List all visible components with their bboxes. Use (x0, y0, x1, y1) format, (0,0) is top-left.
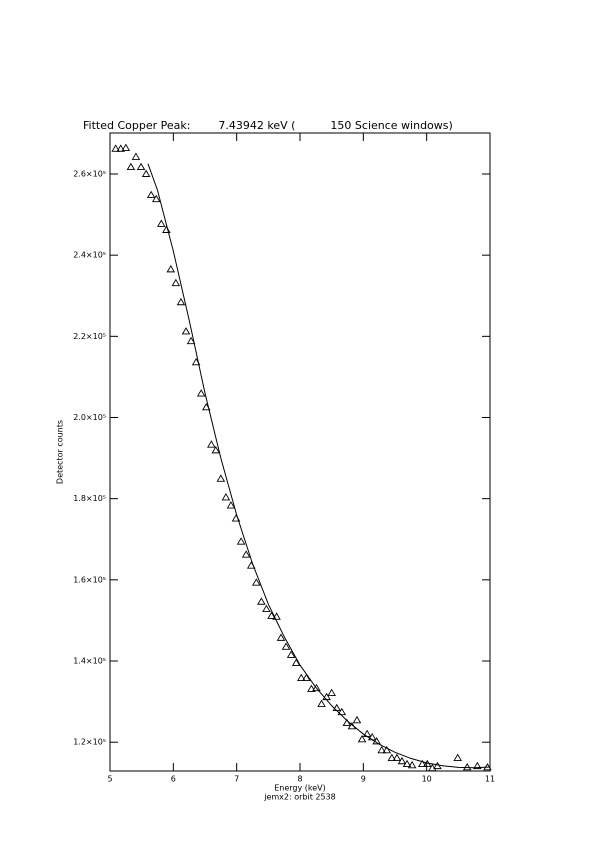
data-point (166, 264, 176, 273)
data-point (372, 736, 381, 745)
data-point (267, 611, 276, 619)
x-tick-label: 6 (171, 775, 176, 784)
data-point (186, 336, 196, 345)
data-point (157, 219, 166, 227)
y-tick-label: 1.2×10⁵ (73, 738, 106, 747)
fit-line (147, 163, 491, 769)
x-tick-label: 10 (422, 775, 432, 784)
y-tick-label: 1.8×10⁵ (73, 494, 106, 503)
data-point (317, 699, 326, 707)
data-point (111, 144, 120, 152)
data-point (352, 715, 362, 724)
data-point (296, 673, 306, 682)
data-point (402, 759, 412, 768)
data-point (286, 650, 296, 658)
data-point (382, 745, 392, 754)
data-point (226, 501, 236, 509)
data-point (362, 729, 372, 738)
data-point (281, 642, 291, 650)
data-point (171, 278, 181, 287)
data-point (116, 144, 126, 152)
data-point (236, 537, 246, 545)
data-point (126, 162, 136, 171)
y-tick-label: 2.2×10⁵ (73, 332, 106, 341)
data-point (221, 493, 231, 501)
data-point (176, 297, 186, 306)
chart-title: Fitted Copper Peak: 7.43942 keV ( 150 Sc… (83, 119, 453, 132)
data-point (407, 760, 417, 769)
x-tick-label: 5 (107, 775, 112, 784)
data-point (397, 756, 407, 765)
data-point (377, 745, 386, 754)
x-tick-label: 8 (297, 775, 302, 784)
data-point (216, 474, 226, 482)
data-point (327, 688, 336, 697)
x-tick-label: 9 (361, 775, 366, 784)
y-tick-label: 2.6×10⁵ (73, 169, 106, 178)
data-point (307, 684, 316, 692)
y-axis-label: Detector counts (56, 420, 65, 484)
x-axis-label: Energy (keV) (274, 784, 326, 793)
data-point (337, 707, 347, 716)
data-point (291, 658, 301, 666)
data-point (141, 169, 151, 177)
data-point (453, 753, 462, 761)
data-point (302, 673, 311, 682)
data-point (312, 683, 321, 692)
data-point (257, 597, 266, 605)
data-point (262, 604, 271, 613)
data-point (131, 152, 141, 160)
data-point (387, 753, 397, 761)
data-point (207, 440, 216, 448)
data-point (276, 633, 286, 641)
data-point (121, 143, 131, 151)
y-tick-label: 1.6×10⁵ (73, 575, 106, 584)
data-point (162, 225, 171, 233)
data-point (181, 327, 191, 335)
data-point (151, 194, 161, 203)
data-point (136, 162, 146, 171)
data-point (392, 753, 402, 761)
data-point (211, 445, 221, 454)
data-point (252, 578, 261, 586)
data-point (417, 759, 427, 768)
data-point (272, 612, 281, 620)
y-tick-label: 2.0×10⁵ (73, 413, 106, 422)
data-point (357, 734, 367, 743)
y-tick-label: 1.4×10⁵ (73, 657, 106, 666)
x-tick-label: 7 (234, 775, 239, 784)
data-point (462, 762, 472, 771)
x-tick-label: 11 (485, 775, 495, 784)
data-point (146, 190, 156, 199)
data-point (473, 761, 482, 770)
subtitle: jemx2: orbit 2538 (263, 793, 336, 802)
y-tick-label: 2.4×10⁵ (73, 251, 106, 260)
data-point (241, 550, 251, 558)
data-point (196, 389, 206, 397)
